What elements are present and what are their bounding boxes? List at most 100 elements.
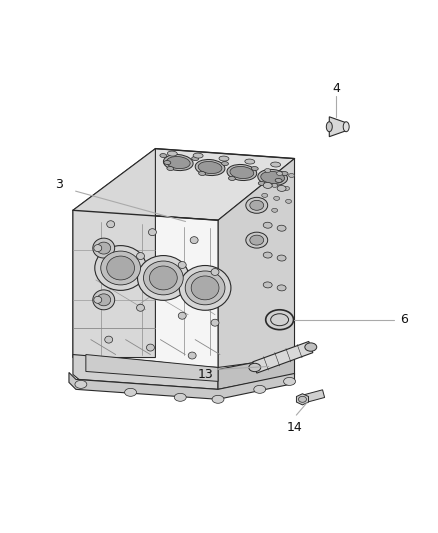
Ellipse shape: [178, 312, 186, 319]
Ellipse shape: [286, 199, 292, 203]
Ellipse shape: [246, 232, 268, 248]
Ellipse shape: [105, 336, 113, 343]
Polygon shape: [73, 149, 294, 220]
Polygon shape: [329, 117, 346, 136]
Ellipse shape: [298, 397, 307, 402]
Ellipse shape: [94, 296, 102, 303]
Ellipse shape: [137, 253, 145, 260]
Ellipse shape: [227, 165, 257, 181]
Ellipse shape: [261, 172, 285, 183]
Ellipse shape: [263, 182, 272, 188]
Ellipse shape: [148, 229, 156, 236]
Ellipse shape: [211, 319, 219, 326]
Polygon shape: [253, 342, 313, 373]
Ellipse shape: [163, 155, 193, 171]
Ellipse shape: [191, 276, 219, 300]
Ellipse shape: [124, 389, 137, 397]
Polygon shape: [297, 394, 308, 405]
Ellipse shape: [305, 343, 317, 351]
Ellipse shape: [262, 193, 268, 197]
Ellipse shape: [174, 393, 186, 401]
Ellipse shape: [229, 176, 235, 181]
Ellipse shape: [149, 266, 177, 290]
Ellipse shape: [212, 395, 224, 403]
Ellipse shape: [289, 173, 294, 177]
Ellipse shape: [166, 157, 190, 168]
Text: 3: 3: [55, 178, 63, 191]
Ellipse shape: [271, 162, 281, 167]
Text: 4: 4: [332, 83, 340, 95]
Ellipse shape: [107, 256, 134, 280]
Ellipse shape: [137, 304, 145, 311]
Ellipse shape: [160, 154, 167, 158]
Polygon shape: [86, 354, 218, 382]
Ellipse shape: [251, 166, 258, 171]
Ellipse shape: [138, 255, 189, 300]
Ellipse shape: [93, 238, 115, 258]
Ellipse shape: [167, 151, 177, 156]
Ellipse shape: [199, 172, 205, 175]
Ellipse shape: [275, 179, 282, 182]
Ellipse shape: [107, 221, 115, 228]
Ellipse shape: [167, 166, 174, 171]
Ellipse shape: [144, 261, 183, 295]
Ellipse shape: [101, 251, 141, 285]
Ellipse shape: [326, 122, 332, 132]
Ellipse shape: [263, 222, 272, 228]
Ellipse shape: [185, 271, 225, 305]
Ellipse shape: [283, 187, 290, 190]
Ellipse shape: [272, 208, 278, 212]
Ellipse shape: [246, 197, 268, 213]
Ellipse shape: [263, 282, 272, 288]
Ellipse shape: [222, 161, 229, 166]
Ellipse shape: [272, 183, 278, 188]
Ellipse shape: [254, 385, 266, 393]
Ellipse shape: [198, 161, 222, 174]
Text: 6: 6: [400, 313, 408, 326]
Ellipse shape: [230, 166, 254, 179]
Ellipse shape: [277, 185, 286, 191]
Ellipse shape: [94, 245, 102, 252]
Ellipse shape: [193, 153, 203, 158]
Polygon shape: [301, 390, 325, 403]
Ellipse shape: [283, 377, 296, 385]
Ellipse shape: [277, 172, 283, 175]
Ellipse shape: [245, 159, 255, 164]
Polygon shape: [73, 149, 155, 358]
Ellipse shape: [75, 381, 87, 389]
Ellipse shape: [343, 122, 349, 132]
Text: 13: 13: [197, 368, 213, 381]
Ellipse shape: [211, 269, 219, 276]
Ellipse shape: [274, 196, 279, 200]
Polygon shape: [73, 211, 218, 367]
Ellipse shape: [258, 169, 287, 185]
Ellipse shape: [263, 252, 272, 258]
Polygon shape: [69, 373, 294, 399]
Ellipse shape: [95, 246, 146, 290]
Ellipse shape: [258, 181, 265, 185]
Ellipse shape: [277, 225, 286, 231]
Polygon shape: [73, 354, 218, 389]
Ellipse shape: [178, 262, 186, 269]
Ellipse shape: [265, 168, 271, 173]
Ellipse shape: [192, 157, 198, 160]
Ellipse shape: [277, 255, 286, 261]
Ellipse shape: [190, 237, 198, 244]
Ellipse shape: [277, 285, 286, 291]
Ellipse shape: [250, 200, 264, 211]
Ellipse shape: [195, 159, 225, 175]
Ellipse shape: [179, 265, 231, 310]
Ellipse shape: [249, 364, 261, 372]
Ellipse shape: [93, 290, 115, 310]
Ellipse shape: [188, 352, 196, 359]
Text: 14: 14: [286, 421, 302, 434]
Polygon shape: [218, 158, 294, 367]
Ellipse shape: [281, 172, 288, 175]
Ellipse shape: [146, 344, 155, 351]
Ellipse shape: [164, 160, 171, 165]
Ellipse shape: [250, 235, 264, 245]
Polygon shape: [218, 354, 294, 389]
Ellipse shape: [219, 156, 229, 161]
Ellipse shape: [97, 294, 111, 306]
Ellipse shape: [97, 242, 111, 254]
